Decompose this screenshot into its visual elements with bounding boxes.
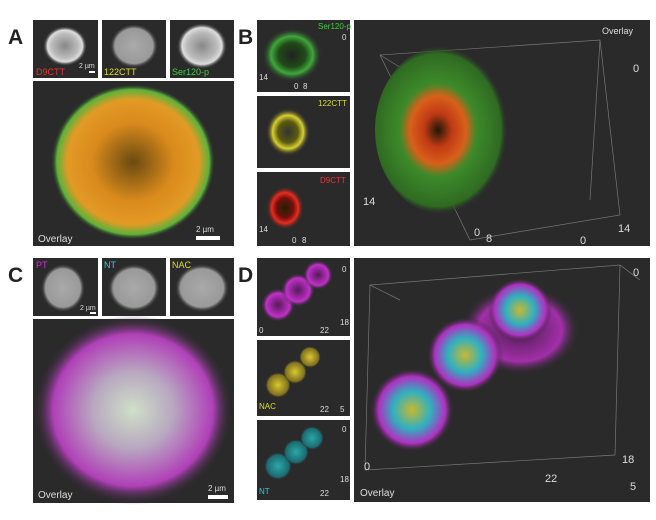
axis-label: 0 xyxy=(342,265,347,274)
cell xyxy=(175,264,229,312)
scale-bar xyxy=(90,312,96,314)
overlay-label: Overlay xyxy=(360,488,394,499)
thumb-label: NT xyxy=(104,260,116,270)
scale-label: 2 µm xyxy=(79,63,95,70)
thumb-label: 122CTT xyxy=(104,67,137,77)
view-label: NAC xyxy=(259,402,276,411)
axis-label: 22 xyxy=(320,326,329,335)
cell xyxy=(108,264,160,312)
scale-bar xyxy=(89,71,95,73)
cell xyxy=(33,315,233,505)
scale-bar xyxy=(196,236,220,240)
axis-label: 0 xyxy=(342,33,347,42)
axis-label: 14 xyxy=(363,196,375,208)
axis-label: 8 xyxy=(302,236,307,245)
axis-label: 0 xyxy=(633,63,639,75)
cell xyxy=(41,264,85,312)
scale-label: 2 µm xyxy=(208,484,226,493)
view-label: D9CTT xyxy=(320,176,346,185)
panel-letter: D xyxy=(238,264,253,287)
panel-a: D9CTT 2 µm 122CTT Ser120-p Overlay 2 µm xyxy=(33,20,234,246)
cell xyxy=(266,108,310,156)
cell xyxy=(177,23,227,69)
axis-label: 8 xyxy=(486,233,492,245)
panel-letter: B xyxy=(238,26,253,49)
panel-b: Ser120-p 14 0 8 0 122CTT D9CTT 14 0 8 Ov… xyxy=(257,20,650,247)
overlay-label: Overlay xyxy=(38,490,72,501)
panel-d: 0 22 18 0 NAC 22 5 NT 0 22 18 0 18 0 22 … xyxy=(257,258,650,502)
cell xyxy=(283,439,309,465)
axis-label: 22 xyxy=(320,405,329,414)
axis-label: 14 xyxy=(259,73,268,82)
cell xyxy=(370,368,454,452)
overlay-label: Overlay xyxy=(602,26,634,36)
bounding-box xyxy=(364,264,641,471)
cell xyxy=(264,452,292,480)
thumb-label: NAC xyxy=(172,260,192,270)
cell xyxy=(488,278,552,342)
axis-label: 0 xyxy=(259,326,264,335)
axis-label: 22 xyxy=(320,489,329,498)
axis-label: 14 xyxy=(259,225,268,234)
thumb-label: Ser120-p xyxy=(172,67,209,77)
cell xyxy=(265,372,291,398)
cell xyxy=(262,28,322,82)
thumb-label: PT xyxy=(36,260,48,270)
cell xyxy=(299,346,321,368)
panel-letter: C xyxy=(8,264,23,287)
cell xyxy=(51,84,215,240)
panel-c: PT 2 µm NT NAC Overlay 2 µm xyxy=(33,258,234,505)
axis-label: 8 xyxy=(303,82,308,91)
axis-label: 5 xyxy=(340,405,345,414)
axis-label: 0 xyxy=(474,227,480,239)
scale-label: 2 µm xyxy=(196,225,214,234)
cell xyxy=(283,360,307,384)
cell xyxy=(110,24,158,68)
axis-label: 0 xyxy=(364,461,370,473)
scale-label: 2 µm xyxy=(80,305,96,312)
axis-label: 0 xyxy=(580,235,586,247)
panel-letter: A xyxy=(8,26,23,49)
view-label: NT xyxy=(259,487,270,496)
axis-label: 0 xyxy=(294,82,299,91)
cell xyxy=(300,426,324,450)
axis-label: 22 xyxy=(545,473,557,485)
cell xyxy=(427,317,503,393)
thumb-label: D9CTT xyxy=(36,67,66,77)
cell xyxy=(266,186,304,230)
axis-label: 18 xyxy=(622,454,634,466)
axis-label: 14 xyxy=(618,223,630,235)
axis-label: 0 xyxy=(292,236,297,245)
view-label: 122CTT xyxy=(318,99,347,108)
cell xyxy=(43,26,87,66)
cell xyxy=(303,260,333,290)
axis-label: 5 xyxy=(630,481,636,493)
axis-label: 18 xyxy=(340,318,349,327)
axis-label: 18 xyxy=(340,475,349,484)
axis-label: 0 xyxy=(633,267,639,279)
axis-label: 0 xyxy=(342,425,347,434)
overlay-label: Overlay xyxy=(38,234,72,245)
scale-bar xyxy=(208,495,228,499)
view-label: Ser120-p xyxy=(318,22,351,31)
cell xyxy=(375,45,515,215)
